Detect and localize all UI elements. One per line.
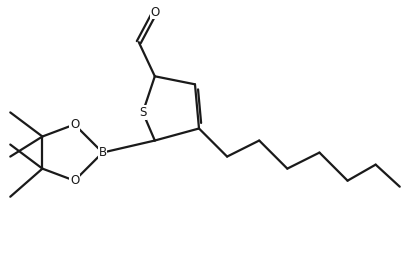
- Text: O: O: [150, 6, 159, 18]
- Text: O: O: [70, 174, 79, 187]
- Text: O: O: [70, 118, 79, 131]
- Text: S: S: [139, 106, 146, 119]
- Text: B: B: [98, 146, 106, 159]
